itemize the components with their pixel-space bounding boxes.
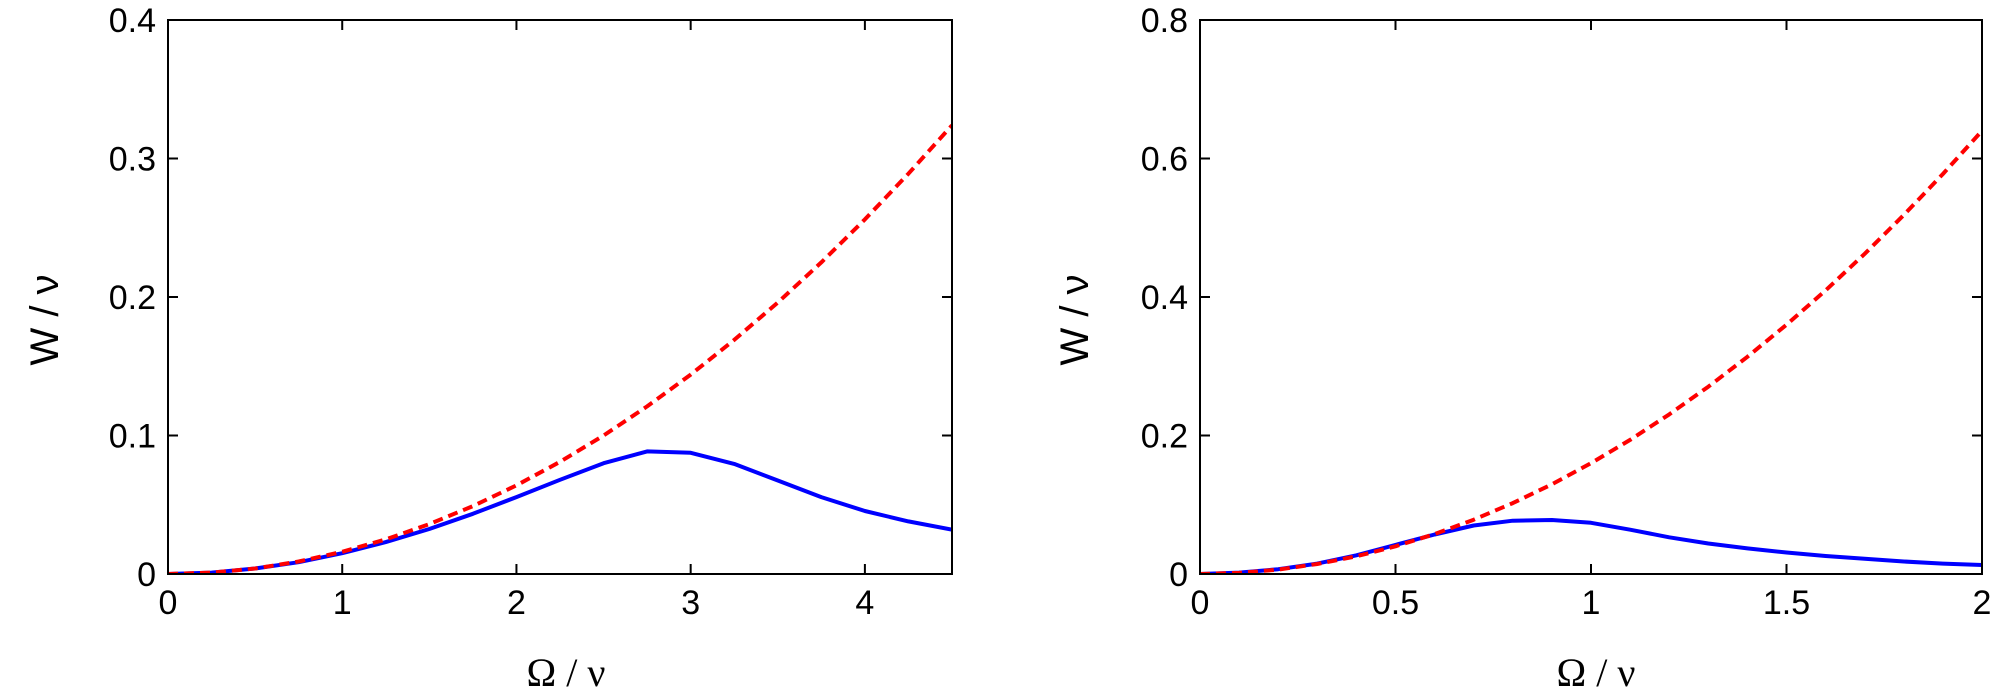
left-ytick-label: 0.2 — [109, 279, 156, 317]
left-xtick-label: 2 — [507, 584, 526, 622]
left-panel: W / ν Ω / ν 0 1 2 3 4 0 0.1 0.2 0.3 0.4 — [23, 2, 953, 695]
left-xtick-label: 3 — [681, 584, 700, 622]
right-xtick-label: 0.5 — [1372, 584, 1419, 622]
right-xtick-label: 0 — [1191, 584, 1210, 622]
left-ytick-label: 0.1 — [109, 418, 156, 456]
left-ytick-label: 0.3 — [109, 141, 156, 179]
right-ytick-label: 0.4 — [1141, 279, 1188, 317]
left-series-dashed-line — [168, 123, 952, 574]
left-ytick-label: 0.4 — [109, 2, 156, 40]
right-panel: W / ν Ω / ν 0 0.5 1 1.5 2 0 0.2 0.4 0.6 0.8 — [1053, 2, 1991, 695]
right-ytick-label: 0 — [1169, 556, 1188, 594]
right-series-dashed-line — [1200, 129, 1982, 574]
right-ylabel: W / ν — [1053, 274, 1097, 365]
left-xtick-label: 4 — [855, 584, 874, 622]
left-ytick-label: 0 — [137, 556, 156, 594]
right-xtick-label: 2 — [1973, 584, 1992, 622]
left-ylabel: W / ν — [23, 274, 67, 365]
right-xlabel: Ω / ν — [1557, 650, 1636, 695]
right-ytick-label: 0.6 — [1141, 141, 1188, 179]
right-xtick-label: 1.5 — [1763, 584, 1810, 622]
left-xlabel: Ω / ν — [527, 650, 606, 695]
left-xtick-label: 1 — [333, 584, 352, 622]
right-ytick-label: 0.8 — [1141, 2, 1188, 40]
right-xtick-label: 1 — [1582, 584, 1601, 622]
right-ytick-label: 0.2 — [1141, 418, 1188, 456]
left-xtick-label: 0 — [159, 584, 178, 622]
